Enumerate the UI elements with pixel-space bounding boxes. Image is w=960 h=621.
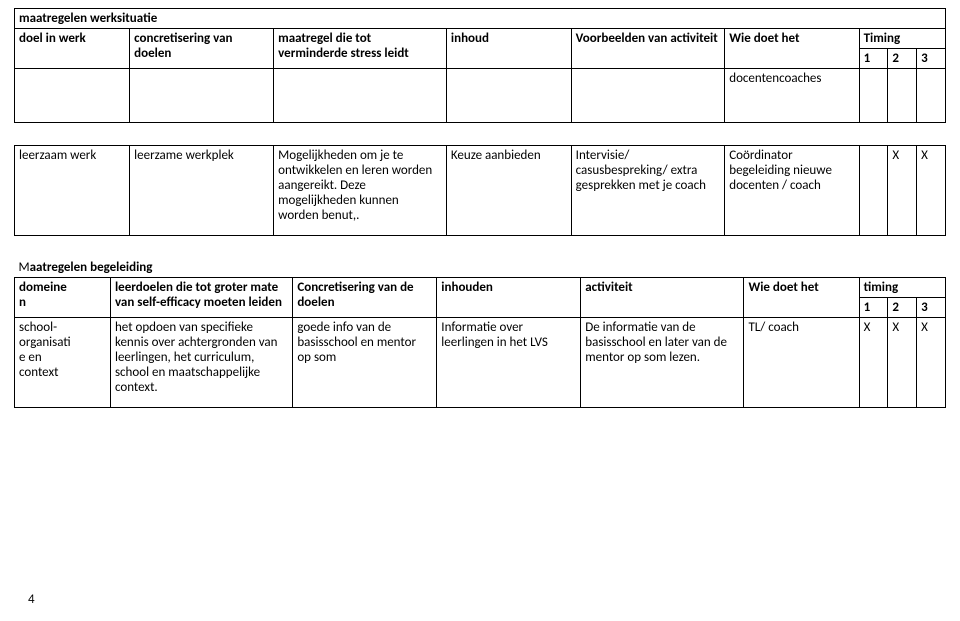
t1-h-c7: Timing	[859, 29, 945, 49]
t2-h-c4: inhouden	[437, 278, 581, 318]
t1-r1-c3	[274, 69, 447, 123]
t2-r1-t1: X	[859, 318, 888, 408]
t1-r1-c6: docentencoaches	[725, 69, 859, 123]
table2-title: Maatregelen begeleiding	[15, 258, 946, 278]
t1-r1-t2	[888, 69, 917, 123]
t2-h-t3: 3	[917, 298, 946, 318]
t2-h-t2: 2	[888, 298, 917, 318]
t1-r2-c3: Mogelijkheden om je te ontwikkelen en le…	[274, 146, 447, 236]
t2-h-c2: leerdoelen die tot groter mate van self-…	[110, 278, 292, 318]
t1-r2-c5: Intervisie/ casusbespreking/ extra gespr…	[571, 146, 725, 236]
t2-r1-c1: school-organisatie encontext	[15, 318, 111, 408]
t1-r1-c1	[15, 69, 130, 123]
t2-r1-t3: X	[917, 318, 946, 408]
t2-r1-c5: De informatie van de basisschool en late…	[581, 318, 744, 408]
table-werksituatie-row2: leerzaam werk leerzame werkplek Mogelijk…	[14, 145, 946, 236]
t1-h-c5: Voorbeelden van activiteit	[571, 29, 725, 69]
t1-r2-c1: leerzaam werk	[15, 146, 130, 236]
t2-h-c7: timing	[859, 278, 945, 298]
t1-r2-t2: X	[888, 146, 917, 236]
t2-r1-t2: X	[888, 318, 917, 408]
t2-h-t1: 1	[859, 298, 888, 318]
t2-h-c5: activiteit	[581, 278, 744, 318]
t1-r1-t3	[917, 69, 946, 123]
table1-title: maatregelen werksituatie	[15, 9, 946, 29]
t1-h-c3: maatregel die tot verminderde stress lei…	[274, 29, 447, 69]
t1-r2-c6: Coördinator begeleiding nieuwe docenten …	[725, 146, 859, 236]
t1-r1-c5	[571, 69, 725, 123]
t1-h-t3: 3	[917, 49, 946, 69]
t2-h-c6: Wie doet het	[744, 278, 859, 318]
t1-h-t2: 2	[888, 49, 917, 69]
table-begeleiding: Maatregelen begeleiding domeinen leerdoe…	[14, 258, 946, 408]
t2-r1-c3: goede info van de basisschool en mentor …	[293, 318, 437, 408]
t1-h-c2: concretisering van doelen	[130, 29, 274, 69]
t1-r1-c4	[446, 69, 571, 123]
t1-r2-t1	[859, 146, 888, 236]
t2-r1-c6: TL/ coach	[744, 318, 859, 408]
t2-h-c3: Concretisering van de doelen	[293, 278, 437, 318]
t2-r1-c4: Informatie over leerlingen in het LVS	[437, 318, 581, 408]
t2-r1-c2: het opdoen van specifieke kennis over ac…	[110, 318, 292, 408]
t2-h-c1: domeinen	[15, 278, 111, 318]
t1-r2-c4: Keuze aanbieden	[446, 146, 571, 236]
t1-h-c1: doel in werk	[15, 29, 130, 69]
t1-r2-c2: leerzame werkplek	[130, 146, 274, 236]
t1-r1-c2	[130, 69, 274, 123]
t1-h-c6: Wie doet het	[725, 29, 859, 69]
t1-h-c4: inhoud	[446, 29, 571, 69]
t1-h-t1: 1	[859, 49, 888, 69]
t1-r1-t1	[859, 69, 888, 123]
t1-r2-t3: X	[917, 146, 946, 236]
table-werksituatie: maatregelen werksituatie doel in werk co…	[14, 8, 946, 123]
